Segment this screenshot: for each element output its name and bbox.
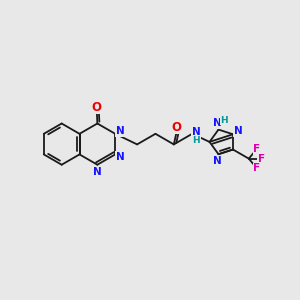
Text: N: N bbox=[116, 126, 124, 136]
Text: N: N bbox=[192, 127, 201, 137]
Text: N: N bbox=[234, 126, 243, 136]
Text: F: F bbox=[253, 163, 260, 173]
Text: F: F bbox=[253, 144, 260, 154]
Text: O: O bbox=[172, 121, 182, 134]
Text: N: N bbox=[93, 167, 102, 177]
Text: H: H bbox=[220, 116, 228, 125]
Text: N: N bbox=[213, 118, 221, 128]
Text: O: O bbox=[92, 101, 102, 114]
Text: N: N bbox=[213, 156, 222, 166]
Text: F: F bbox=[258, 154, 265, 164]
Text: N: N bbox=[116, 152, 124, 162]
Text: H: H bbox=[193, 136, 200, 145]
